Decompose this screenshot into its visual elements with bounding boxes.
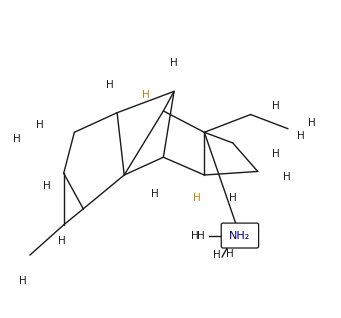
Text: H: H [213, 251, 221, 260]
Text: H: H [272, 149, 280, 159]
Text: H: H [272, 100, 280, 111]
Text: H: H [297, 131, 305, 141]
Text: H: H [226, 249, 234, 259]
Text: H: H [196, 231, 204, 240]
FancyBboxPatch shape [221, 223, 258, 248]
Text: H: H [142, 90, 150, 100]
Text: NH₂: NH₂ [229, 231, 251, 240]
Text: H: H [58, 236, 65, 246]
Text: H: H [283, 172, 291, 182]
Text: H: H [36, 120, 44, 130]
Text: H: H [106, 80, 114, 90]
Text: H: H [308, 118, 315, 128]
Text: H: H [191, 231, 199, 240]
Text: H: H [13, 135, 21, 144]
Text: H: H [229, 193, 237, 203]
Text: H: H [151, 189, 158, 199]
Text: H: H [44, 181, 51, 191]
Text: H: H [170, 58, 178, 68]
Text: H: H [19, 276, 27, 287]
Text: H: H [193, 193, 201, 203]
